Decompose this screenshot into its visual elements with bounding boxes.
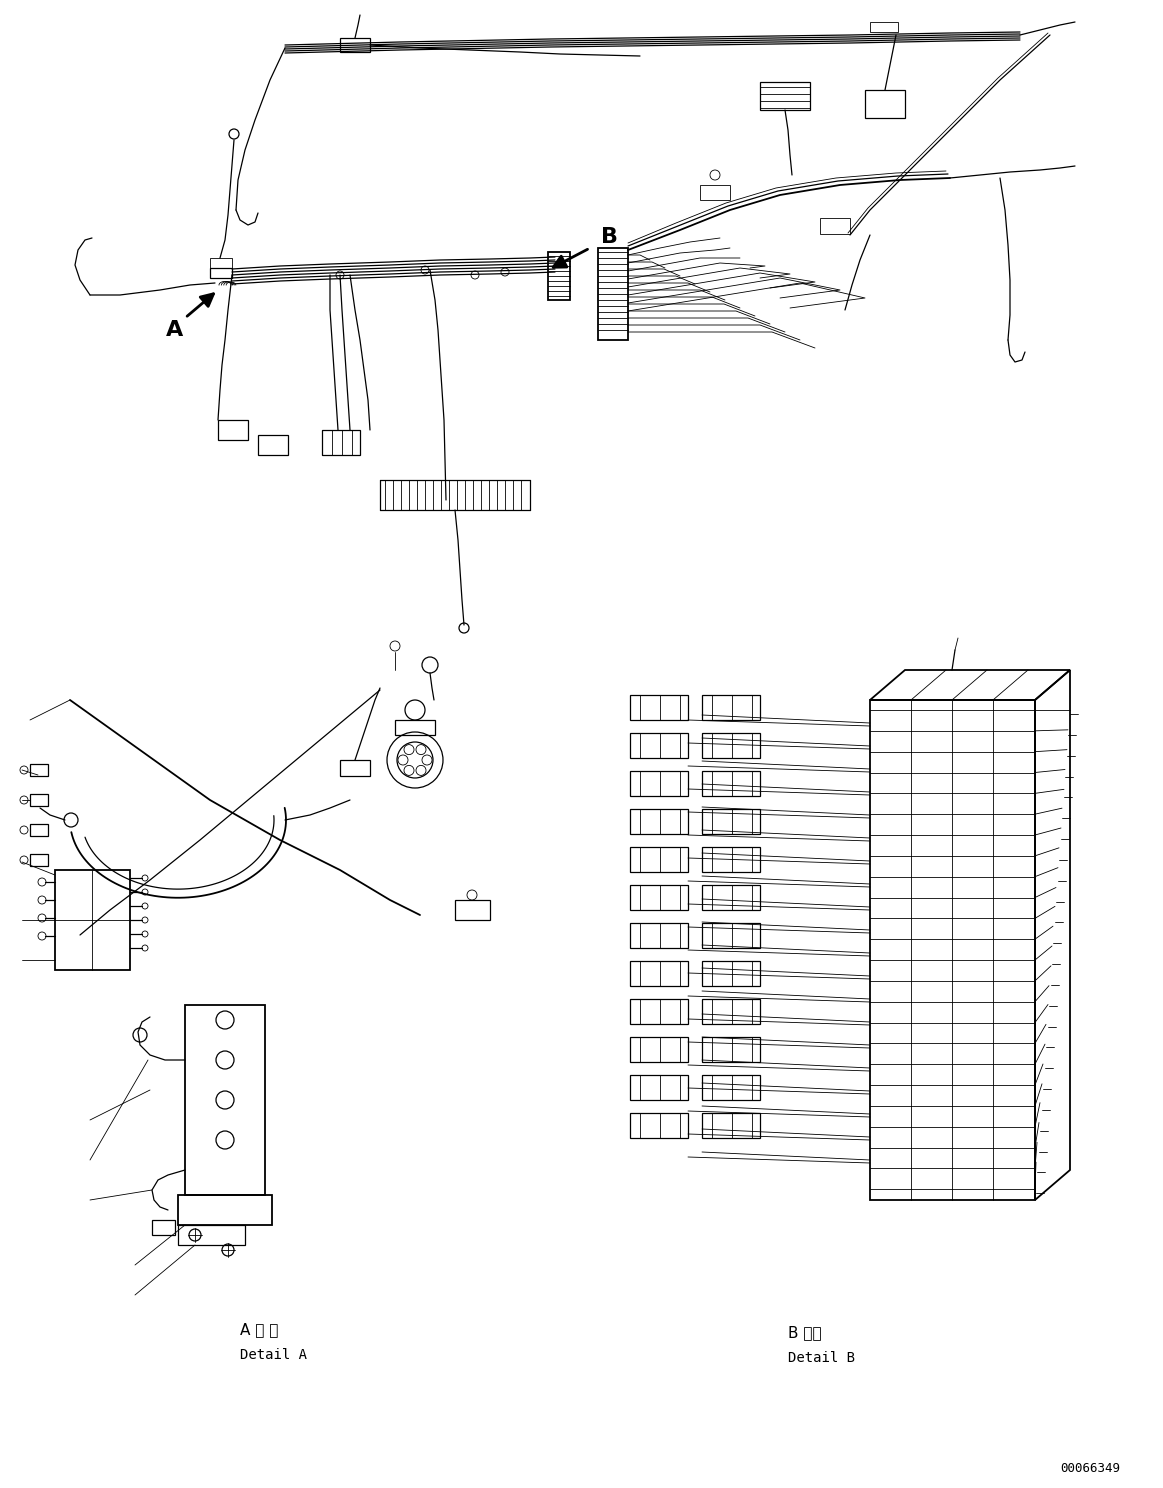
- Text: Detail A: Detail A: [240, 1348, 307, 1362]
- Text: Detail B: Detail B: [789, 1351, 855, 1364]
- Text: A 詳 細: A 詳 細: [240, 1323, 278, 1338]
- Text: B 詳細: B 詳細: [789, 1326, 821, 1341]
- Text: B: B: [601, 228, 619, 247]
- Text: A: A: [166, 320, 184, 339]
- Text: 00066349: 00066349: [1059, 1461, 1120, 1475]
